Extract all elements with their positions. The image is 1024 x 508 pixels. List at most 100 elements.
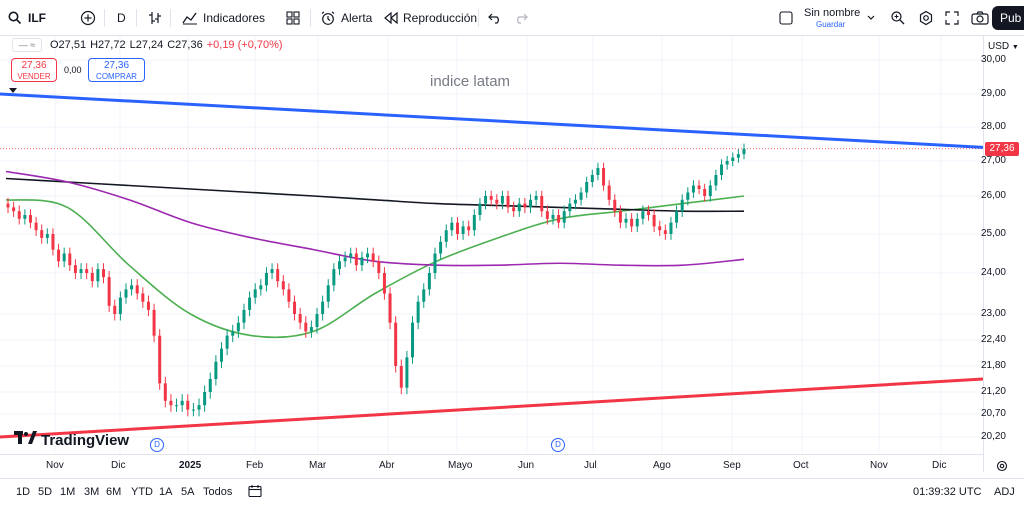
candle-body: [90, 273, 94, 282]
candle-body: [219, 348, 223, 362]
price-axis-label: 26,00: [980, 190, 1006, 201]
rewind-icon: [384, 12, 398, 24]
candle-body: [517, 203, 521, 212]
layout-checkbox[interactable]: [779, 0, 793, 36]
toolbar-separator: [478, 9, 479, 27]
candle-body: [152, 309, 156, 336]
sell-price: 27,36: [21, 60, 47, 71]
chevron-down-icon: [866, 14, 876, 22]
dividend-marker[interactable]: D: [150, 438, 164, 452]
layout-name-button[interactable]: Sin nombre Guardar: [804, 8, 860, 30]
adj-toggle[interactable]: ADJ: [994, 486, 1015, 498]
layout-menu-button[interactable]: [866, 0, 876, 36]
compare-button[interactable]: [80, 0, 96, 36]
range-button-1m[interactable]: 1M: [60, 486, 76, 498]
alert-button[interactable]: Alerta: [320, 0, 372, 36]
legend-high: H27,72: [90, 39, 126, 51]
indicators-button[interactable]: Indicadores: [182, 0, 265, 36]
candle-body: [545, 211, 549, 219]
grid-lines: [0, 36, 983, 454]
price-axis-label: 30,00: [980, 54, 1006, 65]
candle-body: [590, 175, 594, 182]
candle-body: [500, 196, 504, 204]
buy-label: COMPRAR: [96, 72, 137, 81]
settings-button[interactable]: [918, 0, 934, 36]
indicators-label: Indicadores: [203, 11, 266, 25]
price-axis-label: 27,00: [980, 155, 1006, 166]
interval-label: D: [117, 11, 126, 25]
price-axis-label: 28,00: [980, 121, 1006, 132]
minus-icon: — ≈: [18, 40, 36, 50]
range-button-todos[interactable]: Todos: [203, 486, 233, 498]
buy-button[interactable]: 27,36 COMPRAR: [88, 58, 145, 82]
toolbar-separator: [170, 9, 171, 27]
price-axis-label: 21,80: [980, 360, 1006, 371]
templates-button[interactable]: [286, 0, 300, 36]
candle-body: [85, 269, 89, 273]
interval-button[interactable]: D: [117, 0, 126, 36]
currency-selector[interactable]: USD ▼: [988, 41, 1019, 52]
candle-body: [34, 222, 38, 231]
range-button-5d[interactable]: 5D: [38, 486, 53, 498]
redo-button[interactable]: [514, 0, 528, 36]
fullscreen-icon: [945, 11, 959, 25]
bars-icon: [148, 10, 162, 26]
candle-body: [646, 211, 650, 215]
candle-body: [253, 289, 257, 298]
range-button-ytd[interactable]: YTD: [131, 486, 153, 498]
candle-body: [444, 230, 448, 242]
legend-close: C27,36: [167, 39, 203, 51]
candle-body: [691, 185, 695, 193]
price-axis-label: 25,00: [980, 228, 1006, 239]
range-button-1a[interactable]: 1A: [159, 486, 173, 498]
trendlines: [0, 88, 984, 439]
time-axis-label: Nov: [46, 460, 64, 471]
candle-body: [113, 305, 117, 314]
tradingview-logo[interactable]: TradingView: [14, 431, 129, 449]
symbol-search[interactable]: ILF: [8, 0, 46, 36]
publish-button[interactable]: Pub: [992, 6, 1024, 30]
clock-label[interactable]: 01:39:32 UTC: [913, 486, 982, 498]
candle-body: [484, 196, 488, 204]
time-axis-label: Abr: [379, 460, 395, 471]
dividend-marker[interactable]: D: [551, 438, 565, 452]
candle-body: [472, 215, 476, 231]
range-button-1d[interactable]: 1D: [16, 486, 31, 498]
chart-type-button[interactable]: [148, 0, 162, 36]
redo-icon: [514, 12, 528, 24]
time-axis-label: Mar: [309, 460, 327, 471]
price-axis-label: 21,20: [980, 386, 1006, 397]
candle-body: [725, 161, 729, 165]
candle-body: [714, 175, 718, 186]
candle-body: [512, 207, 516, 212]
undo-button[interactable]: [488, 0, 502, 36]
candle-body: [208, 379, 212, 392]
replay-button[interactable]: Reproducción: [384, 0, 477, 36]
fullscreen-button[interactable]: [945, 0, 959, 36]
quick-search-button[interactable]: [890, 0, 906, 36]
candle-body: [293, 301, 297, 314]
sell-button[interactable]: 27,36 VENDER: [11, 58, 57, 82]
candle-body: [264, 273, 268, 286]
range-button-6m[interactable]: 6M: [106, 486, 122, 498]
candle-body: [40, 230, 44, 238]
hide-legend-toggle[interactable]: — ≈: [12, 38, 42, 52]
range-button-3m[interactable]: 3M: [84, 486, 100, 498]
candle-body: [399, 366, 403, 388]
date-range-icon[interactable]: [248, 484, 262, 503]
price-axis-label: 22,40: [980, 334, 1006, 345]
candle-body: [394, 322, 398, 366]
moving-average-line: [5, 170, 745, 267]
indicators-icon: [182, 11, 198, 25]
candle-body: [534, 196, 538, 200]
snapshot-button[interactable]: [971, 0, 989, 36]
candle-body: [158, 335, 162, 384]
price-axis-divider: [983, 36, 984, 472]
candle-body: [529, 199, 533, 208]
range-button-5a[interactable]: 5A: [181, 486, 195, 498]
axis-settings-icon[interactable]: [996, 459, 1008, 477]
legend-low: L27,24: [129, 39, 164, 51]
time-axis-label: Sep: [723, 460, 741, 471]
time-axis-label: Jun: [518, 460, 535, 471]
